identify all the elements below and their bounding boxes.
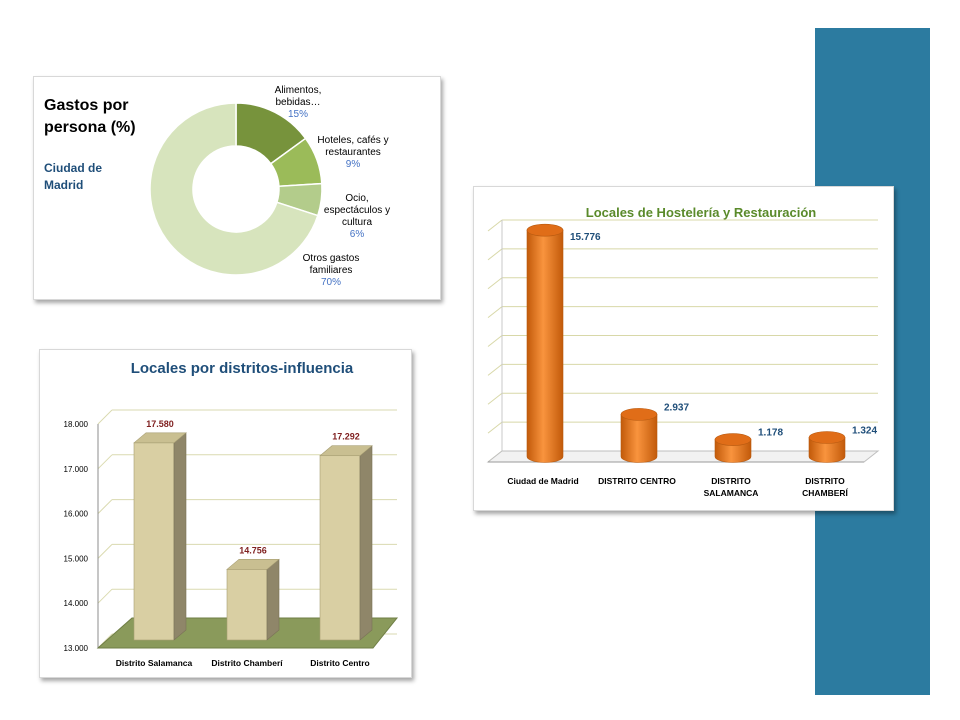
distritos-bar-top-2 <box>226 559 280 570</box>
distritos-bar-side-2 <box>266 558 280 641</box>
distritos-bar-chart: Locales por distritos-influencia 13.000 1… <box>64 360 399 668</box>
hosteleria-category-4: DISTRITO CHAMBERÍ <box>802 476 848 498</box>
distritos-ytick-5: 17.000 <box>64 465 89 474</box>
hosteleria-bar-top-3 <box>714 433 752 446</box>
distritos-chart-panel: Locales por distritos-influencia 13.000 1… <box>39 349 412 678</box>
distritos-bar-1 <box>133 442 175 641</box>
donut-chart-panel: Gastos por persona (%) Ciudad de Madrid Al… <box>33 76 441 300</box>
donut-slice-4 <box>149 102 319 276</box>
hosteleria-value-1: 15.776 <box>570 232 601 243</box>
hosteleria-chart-panel: Locales de Hostelería y Restauración 15.… <box>473 186 894 511</box>
distritos-bar-2 <box>226 569 268 641</box>
distritos-chart-title: Locales por distritos-influencia <box>131 360 354 377</box>
donut-value-3: 6% <box>350 229 365 240</box>
hosteleria-category-2: DISTRITO CENTRO <box>598 476 676 486</box>
hosteleria-bar-2 <box>620 414 658 463</box>
donut-value-4: 70% <box>321 277 341 288</box>
distritos-category-2: Distrito Chamberí <box>211 658 283 668</box>
donut-title-line1: Gastos por persona (%) <box>44 97 136 136</box>
donut-label-4: Otros gastos familiares <box>303 253 360 276</box>
hosteleria-bar-chart: Locales de Hostelería y Restauración 15.… <box>486 205 880 498</box>
distritos-ytick-2: 14.000 <box>64 599 89 608</box>
distritos-ytick-6: 18.000 <box>64 420 89 429</box>
donut-chart: Gastos por persona (%) Ciudad de Madrid Al… <box>44 85 390 288</box>
distritos-ytick-4: 16.000 <box>64 510 89 519</box>
distritos-category-3: Distrito Centro <box>310 658 370 668</box>
hosteleria-bar-top-4 <box>808 431 846 444</box>
hosteleria-bar-top-1 <box>526 223 564 237</box>
distritos-category-1: Distrito Salamanca <box>116 658 193 668</box>
hosteleria-bar-4 <box>808 437 846 463</box>
distritos-value-2: 14.756 <box>239 545 267 555</box>
hosteleria-category-3: DISTRITO SALAMANCA <box>704 476 759 498</box>
hosteleria-value-4: 1.324 <box>852 426 877 437</box>
donut-subtitle: Ciudad de Madrid <box>44 161 102 192</box>
hosteleria-value-2: 2.937 <box>664 402 689 413</box>
hosteleria-value-3: 1.178 <box>758 428 783 439</box>
donut-value-1: 15% <box>288 109 308 120</box>
hosteleria-category-1: Ciudad de Madrid <box>507 476 578 486</box>
hosteleria-bar-3 <box>714 439 752 463</box>
distritos-bar-top-1 <box>133 432 187 444</box>
distritos-value-1: 17.580 <box>146 419 174 429</box>
hosteleria-bar-1 <box>526 229 564 463</box>
distritos-ytick-3: 15.000 <box>64 554 89 563</box>
distritos-bar-side-3 <box>359 445 373 641</box>
distritos-bar-3 <box>319 455 361 641</box>
distritos-bar-top-3 <box>319 445 373 457</box>
distritos-value-3: 17.292 <box>332 432 360 442</box>
donut-label-2: Hoteles, cafés y restaurantes <box>317 135 388 158</box>
distritos-ytick-1: 13.000 <box>64 644 89 653</box>
hosteleria-chart-title: Locales de Hostelería y Restauración <box>586 205 817 220</box>
distritos-bar-side-1 <box>173 432 187 641</box>
donut-label-3: Ocio, espectáculos y cultura <box>324 193 390 228</box>
hosteleria-bar-top-2 <box>620 408 658 421</box>
donut-label-1: Alimentos, bebidas… <box>275 85 322 108</box>
donut-value-2: 9% <box>346 159 361 170</box>
